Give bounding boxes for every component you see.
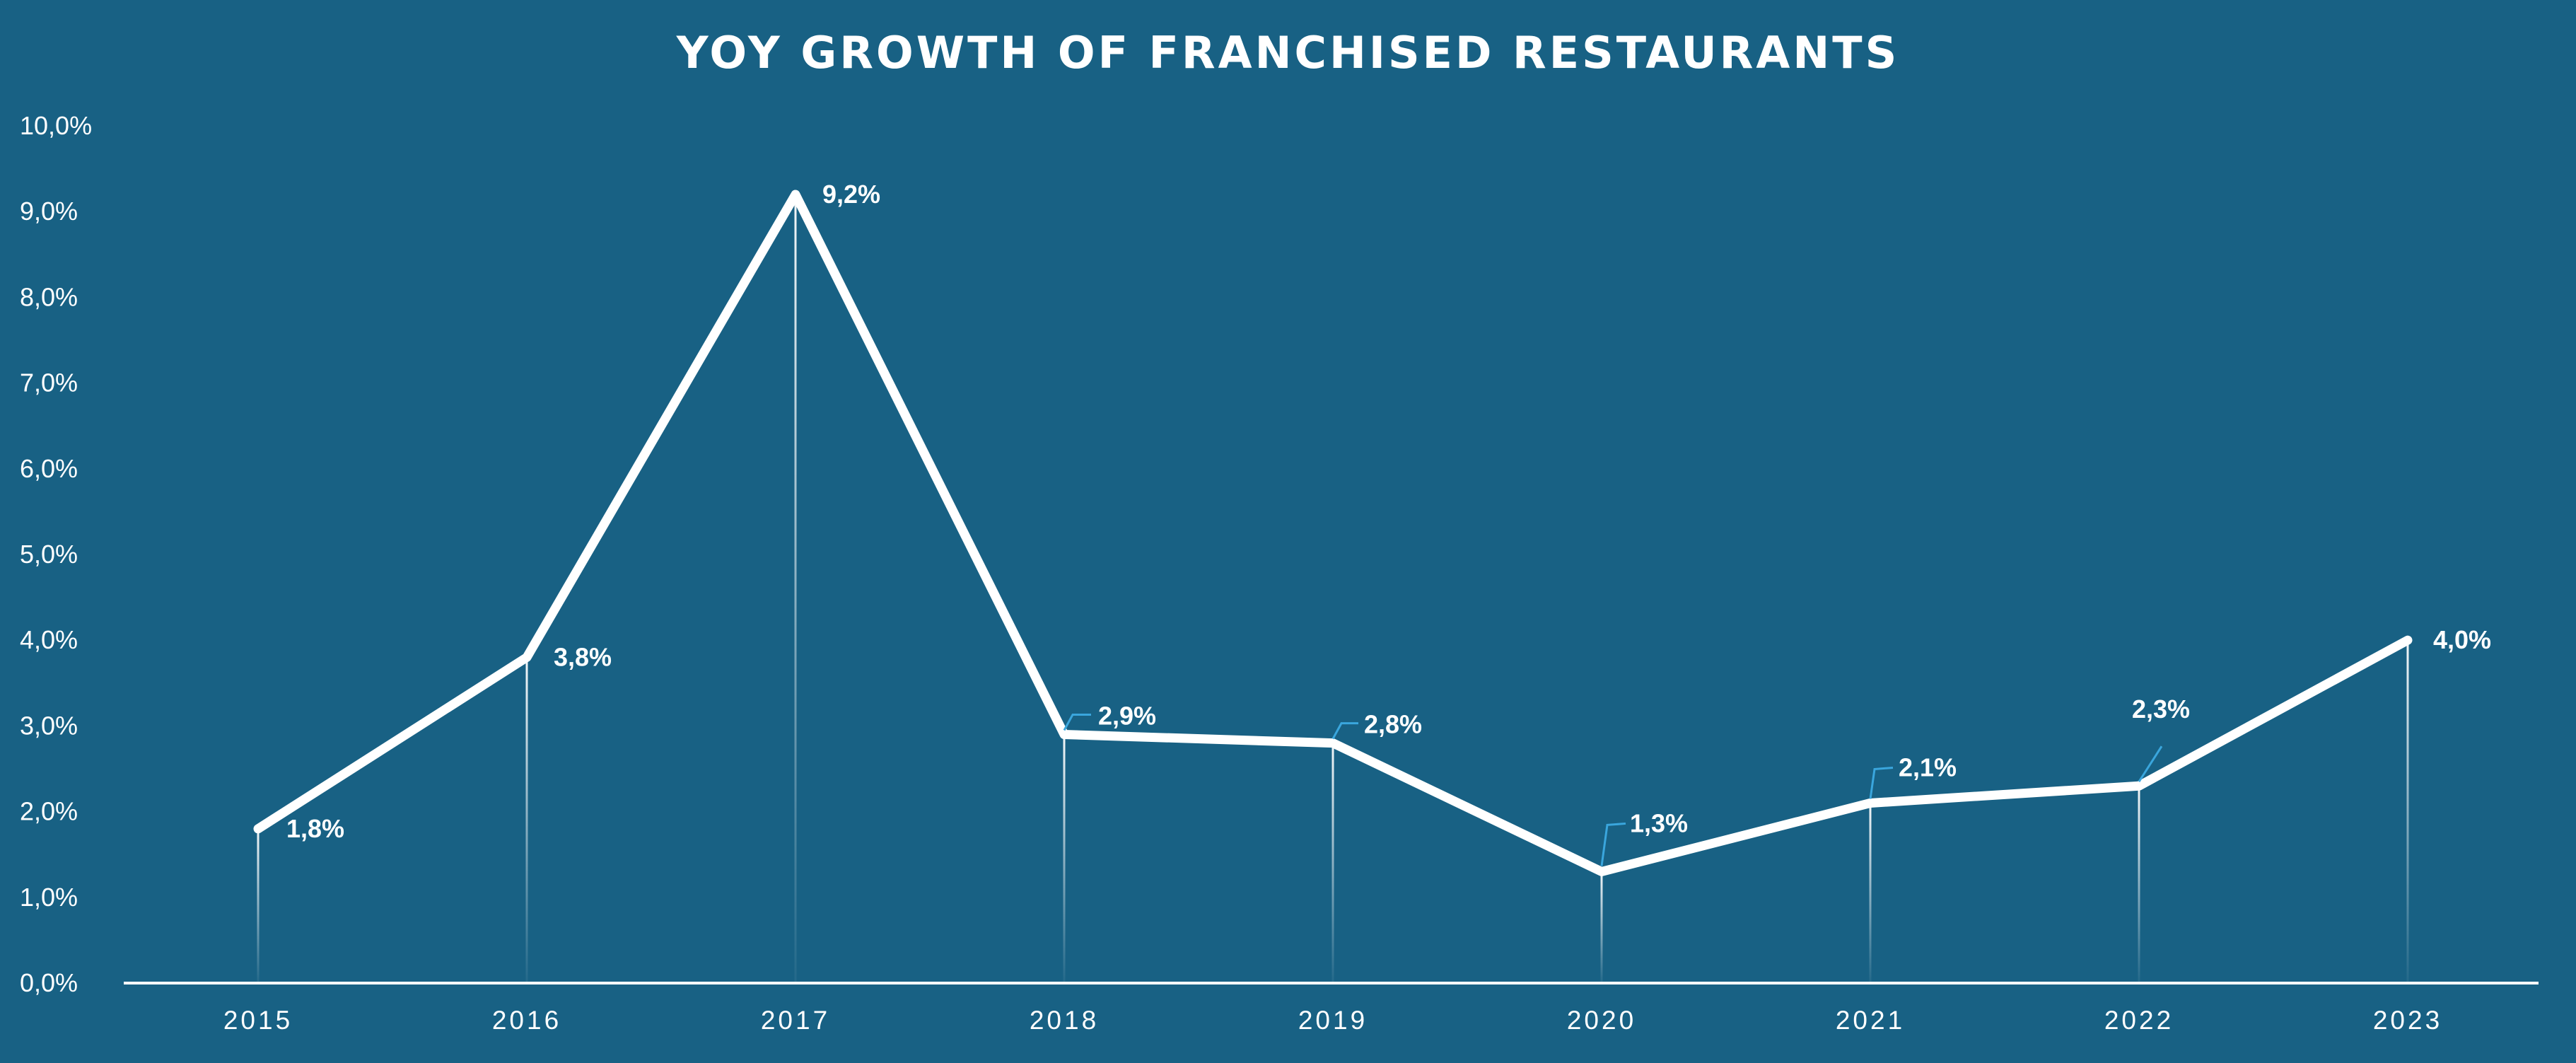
data-label: 2,1%	[1899, 753, 1957, 782]
drop-line	[2138, 786, 2140, 983]
data-label: 4,0%	[2433, 625, 2491, 654]
x-tick-label: 2016	[492, 1006, 561, 1035]
x-tick-label: 2017	[761, 1006, 830, 1035]
drop-line	[525, 657, 528, 983]
label-leader-line	[1600, 822, 1626, 866]
data-label: 2,3%	[2132, 695, 2190, 724]
y-tick-label: 10,0%	[20, 111, 92, 140]
y-tick-label: 1,0%	[20, 883, 78, 912]
label-leader-line	[2138, 745, 2163, 783]
drop-line	[1063, 734, 1066, 983]
chart-title: YOY GROWTH OF FRANCHISED RESTAURANTS	[676, 27, 1900, 79]
drop-line	[257, 828, 260, 983]
drop-line	[2406, 640, 2409, 983]
y-tick-label: 7,0%	[20, 368, 78, 397]
x-tick-label: 2019	[1298, 1006, 1368, 1035]
data-label: 3,8%	[554, 642, 612, 671]
y-tick-label: 2,0%	[20, 797, 78, 826]
y-tick-label: 9,0%	[20, 197, 78, 226]
x-tick-label: 2021	[1836, 1006, 1905, 1035]
data-label: 2,9%	[1098, 702, 1156, 731]
y-tick-label: 3,0%	[20, 711, 78, 740]
x-tick-label: 2020	[1567, 1006, 1636, 1035]
drop-line	[794, 194, 797, 984]
y-tick-label: 6,0%	[20, 454, 78, 483]
drop-line	[1869, 803, 1872, 983]
series-line	[253, 190, 2413, 876]
data-label: 1,3%	[1630, 808, 1688, 837]
x-tick-label: 2023	[2373, 1006, 2442, 1035]
drop-line	[1331, 743, 1334, 983]
drop-line	[1600, 871, 1603, 983]
y-tick-label: 8,0%	[20, 282, 78, 311]
data-label: 9,2%	[822, 180, 880, 209]
x-tick-label: 2018	[1030, 1006, 1099, 1035]
x-tick-label: 2015	[223, 1006, 293, 1035]
x-tick-label: 2022	[2104, 1006, 2174, 1035]
label-leader-line	[1331, 722, 1358, 740]
data-label: 2,8%	[1364, 710, 1422, 739]
y-tick-label: 4,0%	[20, 625, 78, 654]
data-label: 1,8%	[286, 814, 344, 843]
y-tick-label: 5,0%	[20, 540, 78, 569]
label-leader-line	[1869, 766, 1894, 799]
y-tick-label: 0,0%	[20, 968, 78, 997]
label-leader-line	[1063, 714, 1091, 731]
